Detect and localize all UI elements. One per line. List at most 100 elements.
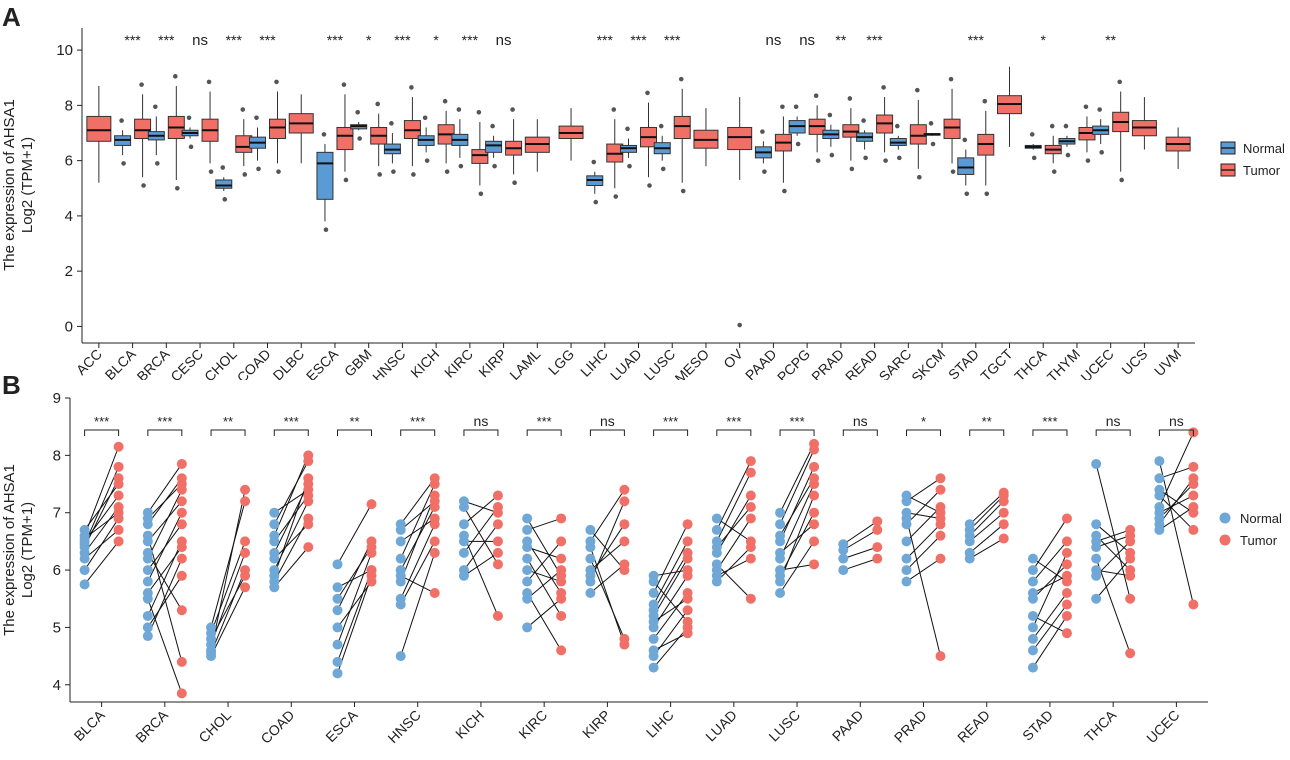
normal-point [395, 651, 406, 662]
normal-point [332, 582, 343, 593]
tumor-outlier [1085, 158, 1091, 163]
significance-label: *** [327, 32, 344, 48]
normal-outlier [964, 191, 970, 197]
pair-line [84, 541, 120, 585]
x-tick-label: PCPG [774, 346, 813, 380]
tumor-point [176, 458, 187, 469]
normal-point [522, 565, 533, 576]
significance-label: *** [394, 32, 411, 48]
normal-point [1091, 593, 1102, 604]
pair-line [906, 518, 941, 657]
pair-line [1095, 523, 1131, 554]
normal-point [964, 519, 975, 530]
x-tick-label: LUSC [765, 707, 803, 745]
y-tick-label: 8 [53, 447, 61, 464]
pair-line [337, 575, 372, 674]
normal-point [585, 565, 596, 576]
tumor-box [269, 118, 286, 140]
pair-line [779, 478, 815, 536]
pair-line [400, 541, 436, 605]
normal-point [1027, 622, 1038, 633]
pair-line [337, 541, 372, 611]
tumor-outlier [948, 76, 954, 82]
normal-outlier [222, 197, 228, 202]
y-tick-label: 2 [65, 263, 73, 280]
significance-label: ** [982, 414, 992, 429]
tumor-point [1061, 599, 1072, 610]
significance-bracket [1158, 429, 1194, 436]
x-tick-label: UCEC [1077, 346, 1116, 380]
pair-line [147, 535, 183, 662]
normal-outlier [897, 155, 902, 161]
normal-point [522, 576, 533, 587]
x-tick-label: PRAD [808, 346, 847, 380]
significance-label: *** [157, 414, 172, 429]
normal-point [1027, 565, 1038, 576]
normal-outlier [861, 118, 866, 123]
normal-point [1154, 519, 1165, 530]
tumor-point [240, 582, 251, 593]
tumor-outlier [175, 185, 180, 191]
tumor-outlier [478, 191, 484, 197]
x-tick-label: READ [954, 707, 993, 746]
normal-outlier [827, 112, 833, 118]
tumor-point [809, 490, 820, 501]
normal-point [522, 622, 533, 633]
significance-label: ns [474, 413, 489, 429]
normal-outlier [391, 169, 396, 174]
legend-key-tumor [1219, 534, 1231, 546]
tumor-point [998, 519, 1009, 530]
pair-line [400, 575, 435, 594]
tumor-outlier [1051, 169, 1057, 174]
y-tick-label: 6 [53, 562, 61, 579]
legend-key-normal [1219, 512, 1231, 524]
pair-line [147, 483, 183, 519]
significance-bracket [210, 429, 246, 436]
tumor-point [1188, 473, 1199, 484]
pair-line [1095, 535, 1131, 571]
legend-label-normal: Normal [1240, 511, 1282, 526]
pair-line [337, 581, 372, 628]
pair-line [84, 529, 119, 559]
normal-outlier [593, 199, 599, 205]
normal-point [142, 610, 153, 621]
tumor-point [240, 484, 251, 495]
tumor-point [998, 533, 1009, 544]
normal-point [79, 539, 90, 550]
legend-label-normal: Normal [1243, 141, 1285, 156]
normal-point [775, 588, 786, 599]
normal-point [332, 605, 343, 616]
tumor-point [176, 542, 187, 553]
y-tick-label: 10 [56, 42, 73, 59]
normal-outlier [153, 104, 158, 110]
significance-label: *** [94, 414, 109, 429]
x-tick-label: KIRP [579, 707, 613, 741]
pair-line [337, 503, 372, 565]
significance-label: ns [192, 32, 208, 49]
normal-outlier [254, 115, 259, 121]
tumor-point [429, 588, 440, 599]
pair-line [716, 518, 752, 542]
normal-outlier [829, 152, 835, 158]
tumor-point [1188, 507, 1199, 518]
pair-line [273, 460, 309, 525]
normal-outlier [119, 118, 124, 123]
tumor-outlier [782, 188, 787, 194]
tumor-point [809, 473, 820, 484]
normal-point [522, 524, 533, 535]
legend-label-tumor: Tumor [1240, 533, 1278, 548]
pair-line [716, 563, 752, 600]
tumor-point [1061, 547, 1072, 558]
pair-line [84, 483, 120, 531]
significance-bracket [463, 429, 499, 436]
tumor-outlier [1049, 123, 1055, 129]
tumor-outlier [208, 169, 214, 174]
tumor-point [303, 450, 314, 461]
tumor-outlier [343, 177, 349, 183]
pair-line [147, 598, 183, 694]
significance-label: *** [664, 32, 681, 48]
tumor-point [619, 496, 630, 507]
tumor-point [998, 487, 1009, 498]
tumor-point [1061, 628, 1072, 639]
normal-outlier [863, 155, 868, 161]
